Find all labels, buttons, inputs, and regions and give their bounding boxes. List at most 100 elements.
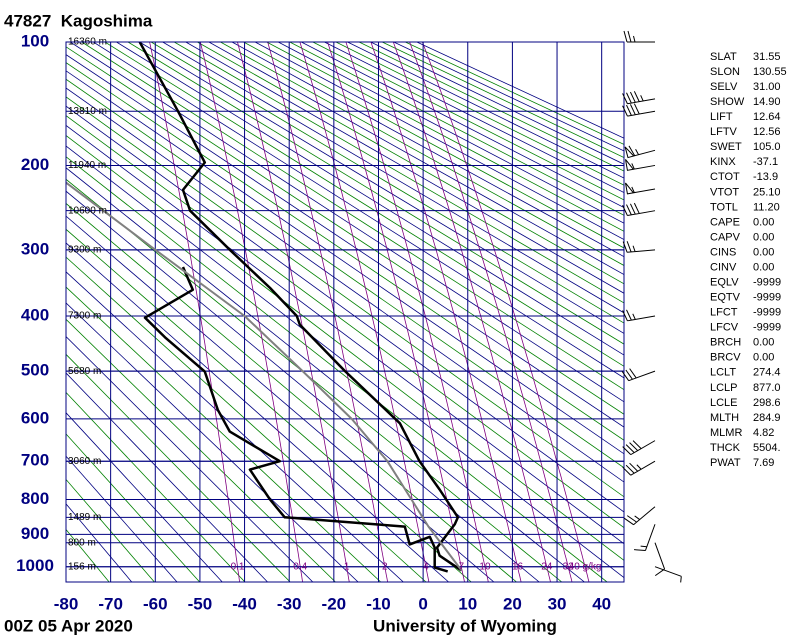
dry-adiabat	[220, 42, 624, 266]
index-label: CTOT	[710, 171, 740, 183]
mixing-ratio-line	[345, 42, 489, 582]
x-tick-label: -70	[98, 594, 123, 613]
index-label: LCLT	[710, 367, 736, 379]
mixing-ratio-label: 10	[479, 561, 491, 572]
mixing-ratio-label: 32	[563, 561, 575, 572]
height-label: 800 m	[68, 537, 96, 548]
dry-adiabat	[66, 96, 624, 498]
dry-adiabat	[66, 78, 624, 469]
dry-adiabat	[66, 202, 517, 582]
index-label: SELV	[710, 81, 738, 93]
dry-adiabat	[150, 42, 624, 324]
height-label: 9300 m	[68, 244, 101, 255]
dry-adiabat	[289, 42, 624, 216]
dry-adiabat	[266, 42, 624, 232]
index-label: LFCV	[710, 322, 739, 334]
index-label: LFTV	[710, 126, 738, 138]
dry-adiabat	[66, 256, 427, 582]
wind-barb	[634, 524, 656, 552]
index-value: 12.64	[753, 111, 781, 123]
wind-barb	[622, 309, 656, 322]
height-label: 10600 m	[68, 205, 107, 216]
height-label: 7300 m	[68, 311, 101, 322]
pseudo-adiabat	[116, 42, 624, 356]
pseudo-adiabat	[66, 335, 314, 582]
index-value: 274.4	[753, 367, 781, 379]
index-label: BRCH	[710, 337, 741, 349]
index-label: SHOW	[710, 96, 745, 108]
index-value: -9999	[753, 277, 781, 289]
index-label: SLON	[710, 66, 740, 78]
pseudo-adiabat	[70, 42, 624, 403]
barb-shape	[621, 368, 656, 382]
pseudo-adiabat	[93, 42, 624, 379]
wind-barb	[624, 145, 656, 159]
index-value: 7.69	[753, 457, 774, 469]
height-label: 156 m	[68, 561, 96, 572]
barb-shape	[622, 440, 656, 456]
pseudo-adiabat	[66, 145, 624, 579]
barb-shape	[624, 145, 656, 159]
dry-adiabat	[382, 42, 624, 158]
index-label: CINS	[710, 246, 736, 258]
wind-barb	[625, 159, 656, 171]
mixing-ratio-line	[199, 42, 303, 582]
pseudo-adiabat	[208, 42, 624, 275]
x-tick-label: -50	[188, 594, 213, 613]
index-value: 12.56	[753, 126, 781, 138]
pseudo-adiabat	[231, 42, 624, 258]
mixing-ratio-label: 4	[423, 561, 429, 572]
index-label: CAPE	[710, 216, 740, 228]
profiles	[66, 42, 463, 573]
mixing-ratio-label: 2	[382, 561, 388, 572]
pseudo-adiabat	[66, 124, 624, 545]
dry-adiabat	[174, 42, 624, 304]
index-value: -13.9	[753, 171, 778, 183]
index-value: 877.0	[753, 382, 781, 394]
dry-adiabat	[405, 42, 624, 145]
mixing-ratio-label: 16	[512, 561, 524, 572]
dry-adiabat	[66, 478, 155, 582]
dry-adiabat	[66, 318, 336, 582]
pseudo-adiabat	[66, 372, 268, 582]
chart-title: 47827 Kagoshima	[4, 11, 153, 30]
dry-adiabat	[66, 62, 624, 441]
index-value: 0.00	[753, 231, 774, 243]
mixing-ratio-label: 24	[541, 561, 553, 572]
index-label: BRCV	[710, 352, 741, 364]
pseudo-adiabat	[185, 42, 624, 294]
index-label: KINX	[710, 156, 736, 168]
pseudo-adiabat	[66, 215, 495, 582]
index-value: -9999	[753, 322, 781, 334]
mixing-ratio-label: 7	[458, 561, 464, 572]
x-tick-label: 20	[503, 594, 522, 613]
barb-shape	[625, 159, 656, 171]
index-label: SWET	[710, 141, 742, 153]
dry-adiabat	[104, 42, 624, 367]
mixing-ratio-line	[370, 42, 522, 582]
pseudo-adiabat	[393, 42, 624, 152]
dry-adiabat	[66, 391, 246, 582]
barb-shape	[634, 524, 656, 552]
barb-shape	[622, 103, 656, 117]
pseudo-adiabat	[66, 412, 223, 582]
wind-barb	[622, 202, 656, 217]
x-tick-label: -80	[54, 594, 79, 613]
mixing-ratio-label: 1	[344, 561, 350, 572]
index-value: 0.00	[753, 352, 774, 364]
y-tick-label: 500	[21, 361, 49, 380]
index-value: 5504.	[753, 442, 781, 454]
profile-line	[138, 42, 463, 572]
dry-adiabat	[66, 46, 624, 415]
dry-adiabat	[243, 42, 624, 249]
index-label: VTOT	[710, 186, 739, 198]
wind-barb	[622, 91, 656, 105]
wind-barb	[623, 30, 655, 43]
pseudo-adiabat	[301, 42, 624, 208]
height-label: 5680 m	[68, 366, 101, 377]
wind-barb	[622, 103, 656, 117]
pseudo-adiabat	[416, 42, 624, 139]
dry-adiabat	[197, 42, 624, 285]
pseudo-adiabat	[66, 271, 404, 582]
